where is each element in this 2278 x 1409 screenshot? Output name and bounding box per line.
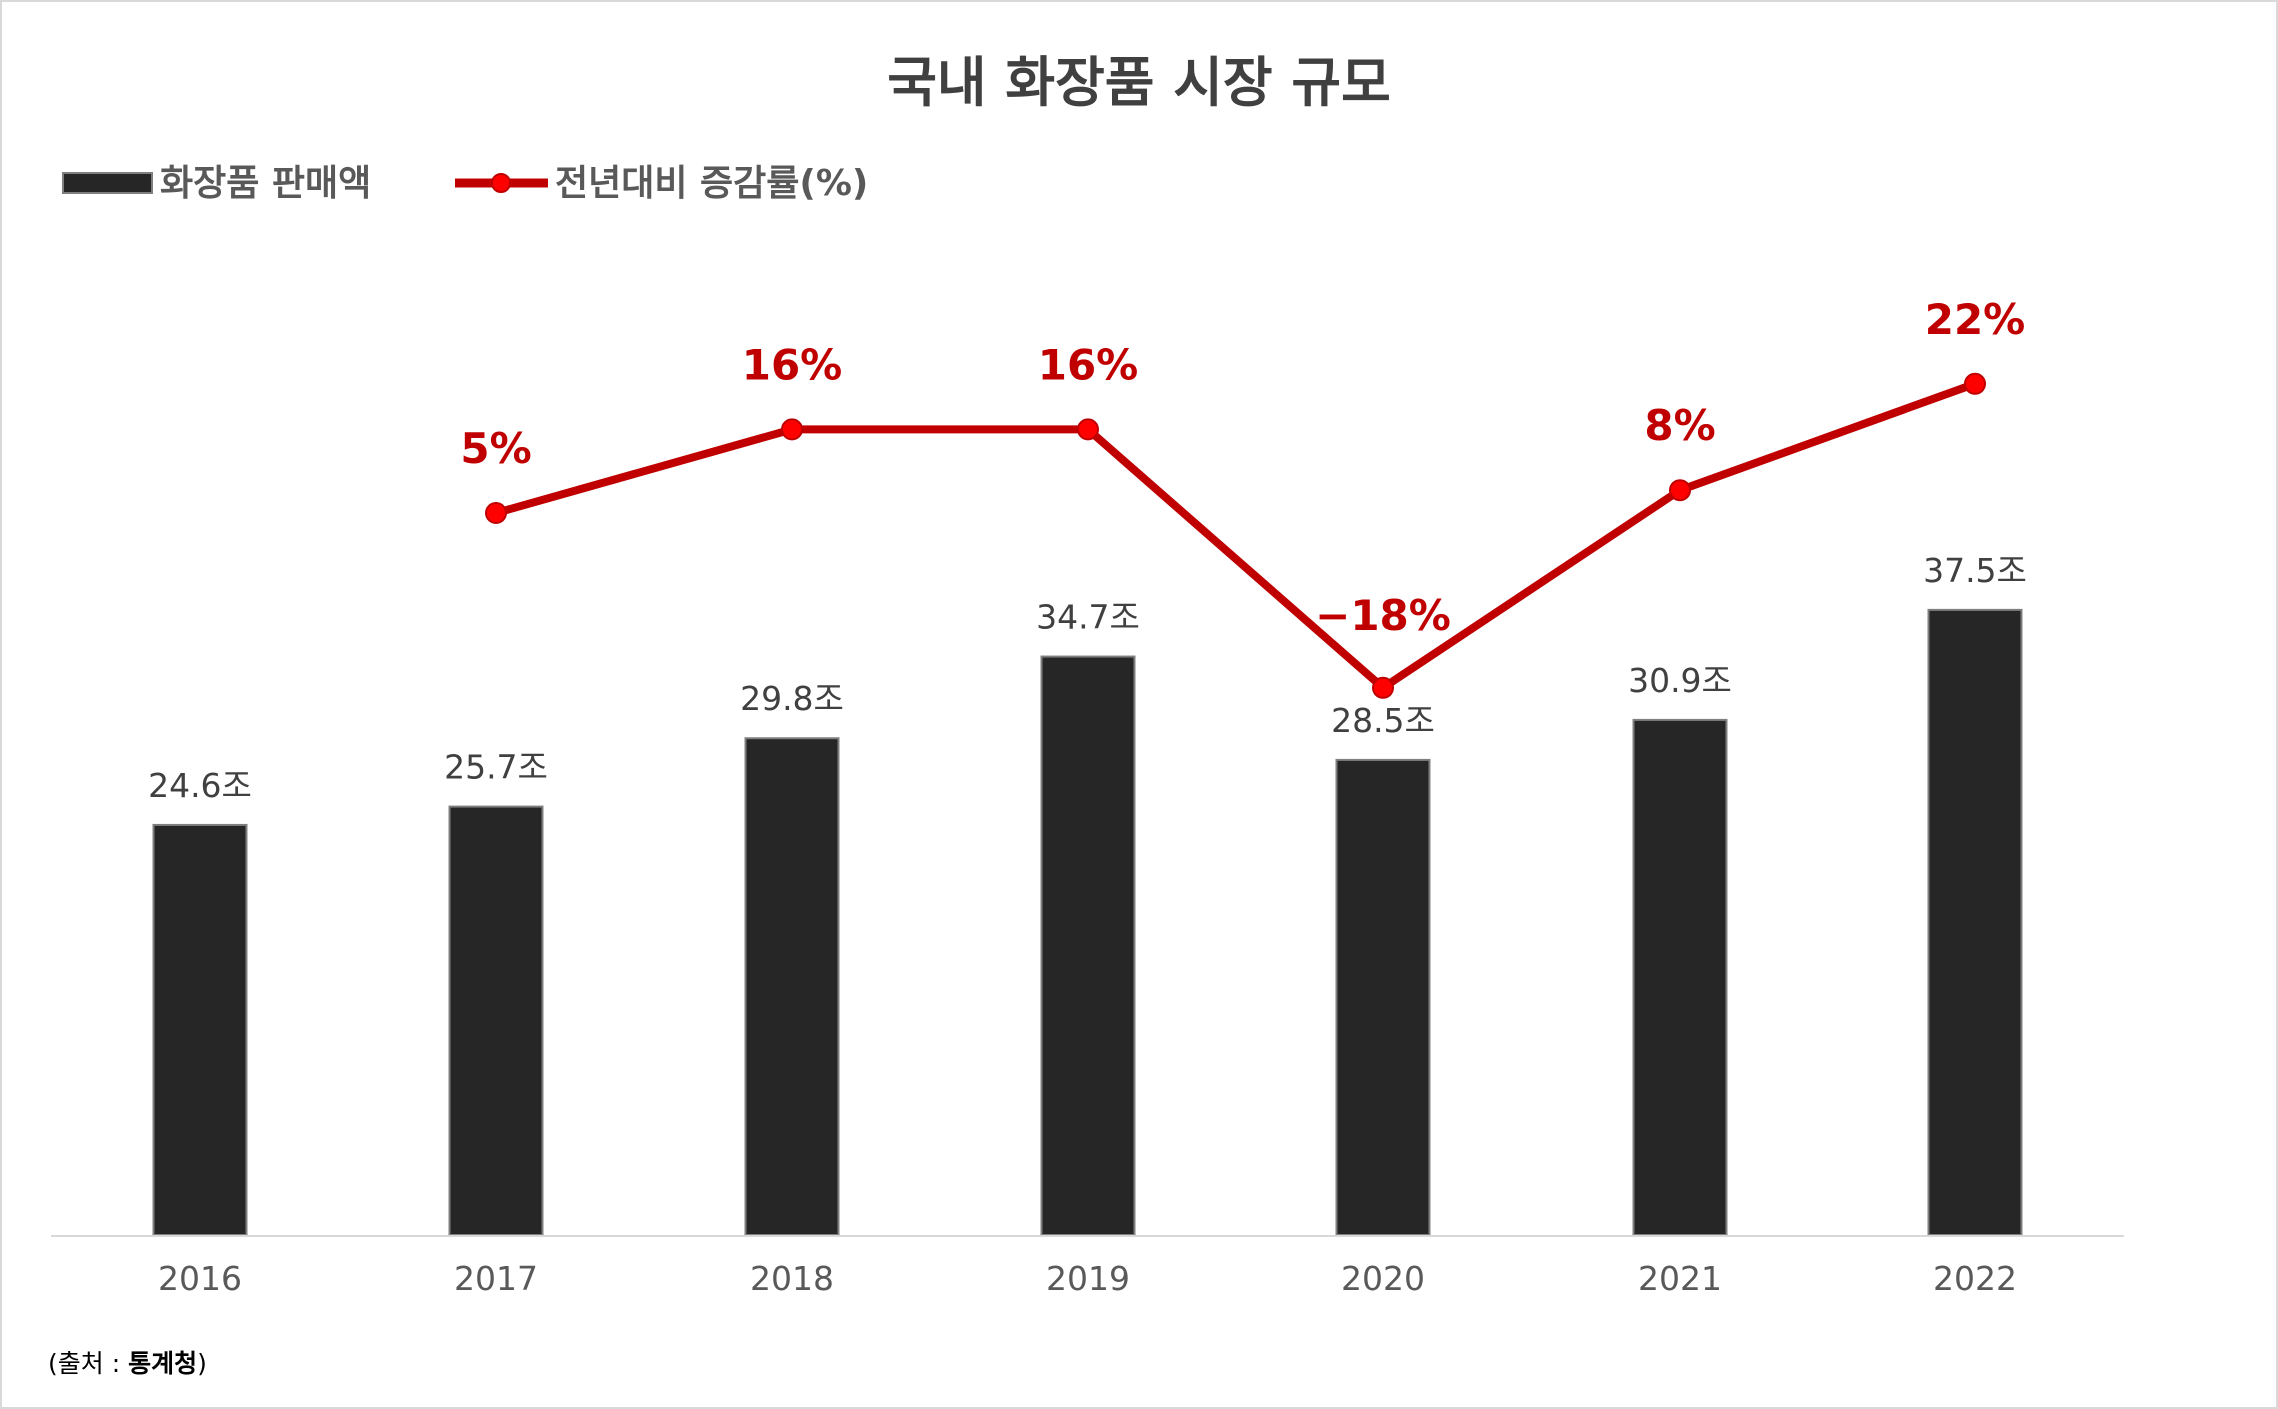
- x-tick-label: 2018: [750, 1259, 834, 1298]
- growth-point: [1669, 479, 1691, 502]
- x-tick-label: 2019: [1046, 1259, 1130, 1298]
- legend: 화장품 판매액 전년대비 증감률(%): [62, 163, 868, 204]
- legend-line-label: 전년대비 증감률(%): [555, 163, 868, 204]
- bar: [448, 805, 544, 1236]
- bar-value-label: 30.9조: [1628, 661, 1732, 700]
- growth-point: [1372, 676, 1394, 699]
- bar: [152, 823, 248, 1237]
- bar: [744, 737, 840, 1236]
- growth-value-label: 8%: [1644, 401, 1715, 450]
- source-note: (출처 : 통계청): [48, 1349, 207, 1378]
- source-suffix: ): [197, 1349, 207, 1378]
- growth-value-label: 16%: [742, 340, 843, 389]
- growth-point: [1964, 372, 1986, 395]
- growth-point: [1077, 418, 1099, 441]
- x-tick-label: 2017: [454, 1259, 538, 1298]
- bar: [1040, 655, 1136, 1236]
- growth-value-label: 16%: [1038, 340, 1139, 389]
- bar: [1335, 758, 1431, 1237]
- bar-value-label: 29.8조: [740, 679, 844, 718]
- bar: [1632, 718, 1728, 1236]
- growth-value-label: 5%: [460, 424, 531, 473]
- bar-value-label: 34.7조: [1036, 598, 1140, 637]
- x-tick-label: 2016: [158, 1259, 242, 1298]
- source-name: 통계청: [128, 1349, 197, 1378]
- legend-bar-swatch: [62, 172, 153, 194]
- x-tick-label: 2021: [1638, 1259, 1722, 1298]
- bar-value-label: 37.5조: [1923, 551, 2027, 590]
- growth-point: [485, 502, 507, 524]
- bar: [1927, 608, 2023, 1236]
- growth-value-label: 22%: [1925, 295, 2026, 344]
- source-prefix: (출처 :: [48, 1349, 128, 1378]
- legend-bar-label: 화장품 판매액: [160, 163, 371, 204]
- legend-line-marker: [491, 173, 511, 193]
- growth-line: [494, 380, 1977, 692]
- chart-title: 국내 화장품 시장 규모: [887, 51, 1391, 114]
- bar-value-label: 25.7조: [444, 748, 548, 787]
- bar-value-label: 24.6조: [148, 766, 252, 805]
- growth-value-label: −18%: [1315, 591, 1451, 640]
- x-tick-label: 2022: [1933, 1259, 2017, 1298]
- bar-value-label: 28.5조: [1331, 701, 1435, 740]
- growth-point: [781, 418, 803, 441]
- x-tick-label: 2020: [1341, 1259, 1425, 1298]
